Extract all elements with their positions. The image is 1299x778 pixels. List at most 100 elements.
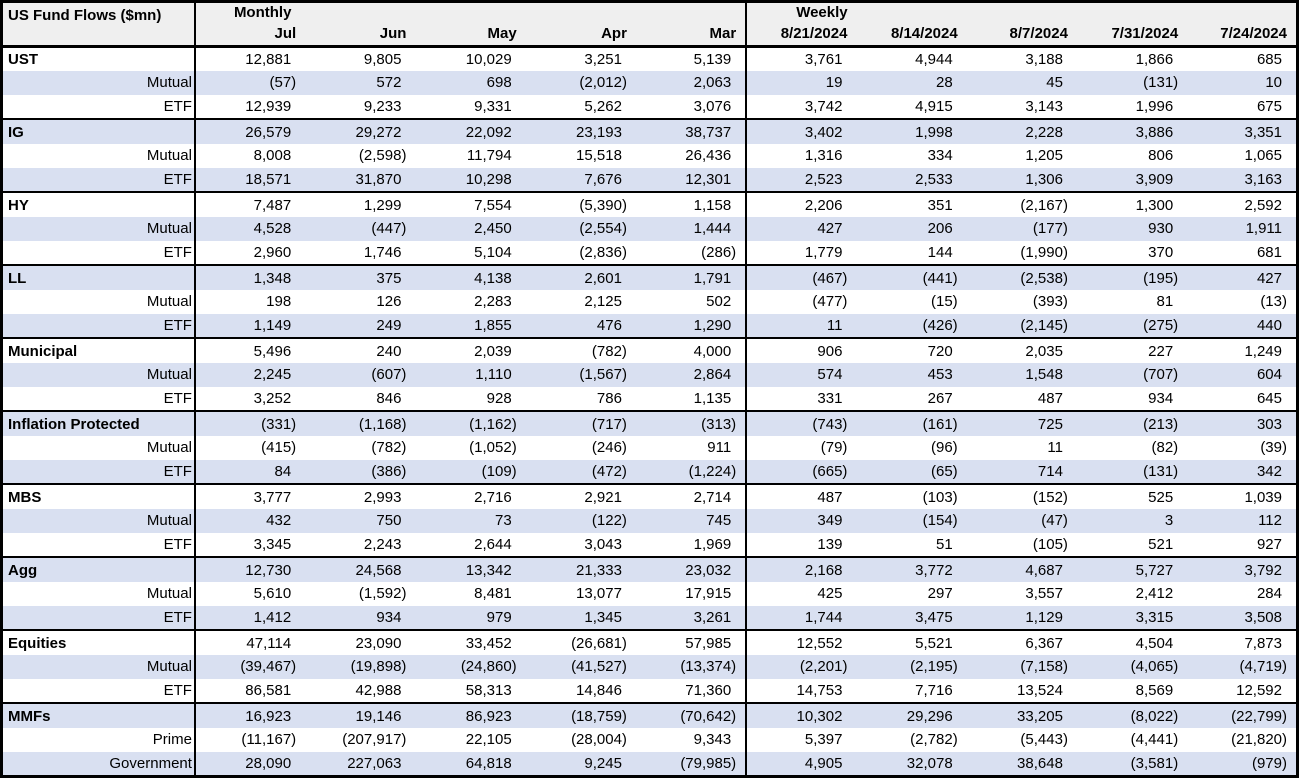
table-cell: 249	[376, 317, 402, 335]
table-cell: 10,029	[415, 45, 526, 71]
table-cell: 284	[1256, 585, 1282, 603]
table-cell: 2,243	[363, 536, 402, 554]
sub-row-label: ETF	[163, 463, 192, 481]
table-cell: 806	[1148, 147, 1174, 165]
table-cell: 370	[1148, 244, 1174, 262]
table-cell: 5,727	[1076, 556, 1188, 582]
sub-row-label: ETF	[163, 682, 192, 700]
table-cell: (19,898)	[350, 658, 407, 676]
table-cell: 9,233	[363, 98, 402, 116]
table-cell: 15,518	[576, 147, 622, 165]
group-label: LL	[1, 264, 195, 290]
group-label: MBS	[1, 483, 195, 509]
table-cell: 1,969	[693, 536, 732, 554]
table-cell: 86,581	[193, 679, 306, 704]
table-row: Mutual 198 126 2,283 2,125 502 (477) (15) (393) 8…	[2, 289, 1298, 315]
table-cell: (131)	[1143, 74, 1179, 92]
table-row: ETF 3,345 2,243 2,644 3,043 1,969 139 51 (105) 52…	[2, 533, 1298, 558]
table-cell: (8,022)	[1076, 702, 1188, 728]
table-cell: 5,104	[474, 244, 512, 262]
table-cell: (5,390)	[525, 191, 636, 217]
table-cell: (41,527)	[571, 658, 627, 676]
table-cell: 38,648	[1017, 755, 1063, 772]
table-cell: 12,592	[1236, 682, 1282, 700]
table-cell: 13,342	[415, 556, 526, 582]
table-cell: (2,598)	[358, 147, 407, 165]
table-cell: 440	[1256, 317, 1282, 335]
table-cell: (477)	[745, 289, 857, 315]
table-cell: 12,881	[193, 45, 306, 71]
table-cell: 1,065	[1244, 147, 1282, 165]
table-row: Mutual (415) (782) (1,052) (246) 911 (79) (96) 1…	[2, 435, 1298, 461]
table-cell: (195)	[1076, 264, 1188, 290]
table-cell: (2,195)	[910, 658, 958, 676]
table-row: Prime (11,167) (207,917) 22,105 (28,004) 9,34…	[2, 727, 1298, 753]
table-cell: 1,791	[635, 264, 747, 290]
table-cell: (5,443)	[1020, 731, 1068, 749]
table-cell: 331	[745, 387, 857, 412]
table-cell: 1,316	[745, 143, 857, 169]
table-cell: 51	[936, 536, 953, 554]
table-cell: 1,039	[1187, 483, 1298, 509]
table-body: UST 12,881 9,805 10,029 3,251 5,139 3,761 4,944…	[1, 45, 1298, 777]
group-label: Agg	[1, 556, 195, 582]
table-cell: 1,911	[1245, 220, 1282, 238]
table-cell: (2,012)	[579, 74, 627, 92]
table-cell: 2,063	[693, 74, 732, 92]
table-cell: (2,201)	[745, 654, 857, 680]
table-cell: (782)	[371, 439, 407, 457]
table-cell: 22,105	[465, 731, 512, 749]
table-cell: 303	[1187, 410, 1298, 436]
table-cell: (109)	[481, 463, 517, 481]
table-cell: 1,135	[693, 390, 732, 408]
table-cell: (441)	[856, 264, 967, 290]
table-cell: 427	[745, 216, 857, 242]
table-cell: 1,110	[475, 366, 512, 384]
table-cell: (39)	[1260, 439, 1287, 457]
table-cell: (331)	[193, 410, 306, 436]
table-cell: 3,475	[915, 609, 953, 627]
table-cell: (13)	[1260, 293, 1287, 311]
table-cell: 29,296	[856, 702, 967, 728]
table-cell: 71,360	[685, 682, 732, 700]
table-cell: 32,078	[906, 755, 953, 772]
table-cell: 17,915	[685, 585, 732, 603]
table-cell: (13,374)	[680, 658, 737, 676]
table-cell: 19,146	[305, 702, 416, 728]
table-cell: 28	[936, 74, 953, 92]
table-cell: 11	[745, 314, 857, 339]
table-cell: 487	[1037, 390, 1063, 408]
table-title-text: US Fund Flows ($mn)	[8, 7, 162, 24]
table-cell: (79,985)	[680, 755, 737, 772]
table-cell: 23,032	[635, 556, 747, 582]
table-cell: 1,345	[584, 609, 622, 627]
table-cell: 81	[1156, 293, 1174, 311]
table-row: Mutual (57) 572 698 (2,012) 2,063 19 28 45 (131) 1…	[1, 70, 1298, 96]
table-row: ETF 3,252 846 928 786 1,135 331 267 487 934 645	[2, 387, 1298, 412]
table-cell: 2,039	[415, 337, 526, 363]
table-row: LL 1,348 375 4,138 2,601 1,791 (467) (441) (2,53…	[1, 264, 1298, 290]
table-cell: (105)	[1032, 536, 1068, 554]
table-cell: (743)	[745, 410, 857, 436]
table-cell: 934	[1148, 390, 1174, 408]
table-cell: 206	[927, 220, 953, 238]
sub-row-label: ETF	[163, 536, 192, 554]
table-cell: 198	[193, 289, 306, 315]
table-cell: 8,008	[193, 143, 306, 169]
table-cell: (47)	[1041, 512, 1068, 530]
table-row: IG 26,579 29,272 22,092 23,193 38,737 3,402 1,9…	[1, 118, 1298, 144]
table-cell: 2,592	[1187, 191, 1298, 217]
table-cell: 750	[376, 512, 402, 530]
table-cell: (4,065)	[1130, 658, 1179, 676]
table-cell: 3,143	[1025, 98, 1063, 116]
table-cell: (275)	[1143, 317, 1179, 335]
table-cell: 5,496	[193, 337, 306, 363]
table-cell: 22,092	[415, 118, 526, 144]
table-cell: 10,298	[465, 171, 512, 189]
table-cell: 19	[745, 70, 857, 96]
table-cell: 12,301	[685, 171, 732, 189]
table-cell: 3,909	[1135, 171, 1174, 189]
table-cell: 2,644	[474, 536, 512, 554]
table-cell: 7,676	[584, 171, 622, 189]
table-cell: 334	[927, 147, 953, 165]
